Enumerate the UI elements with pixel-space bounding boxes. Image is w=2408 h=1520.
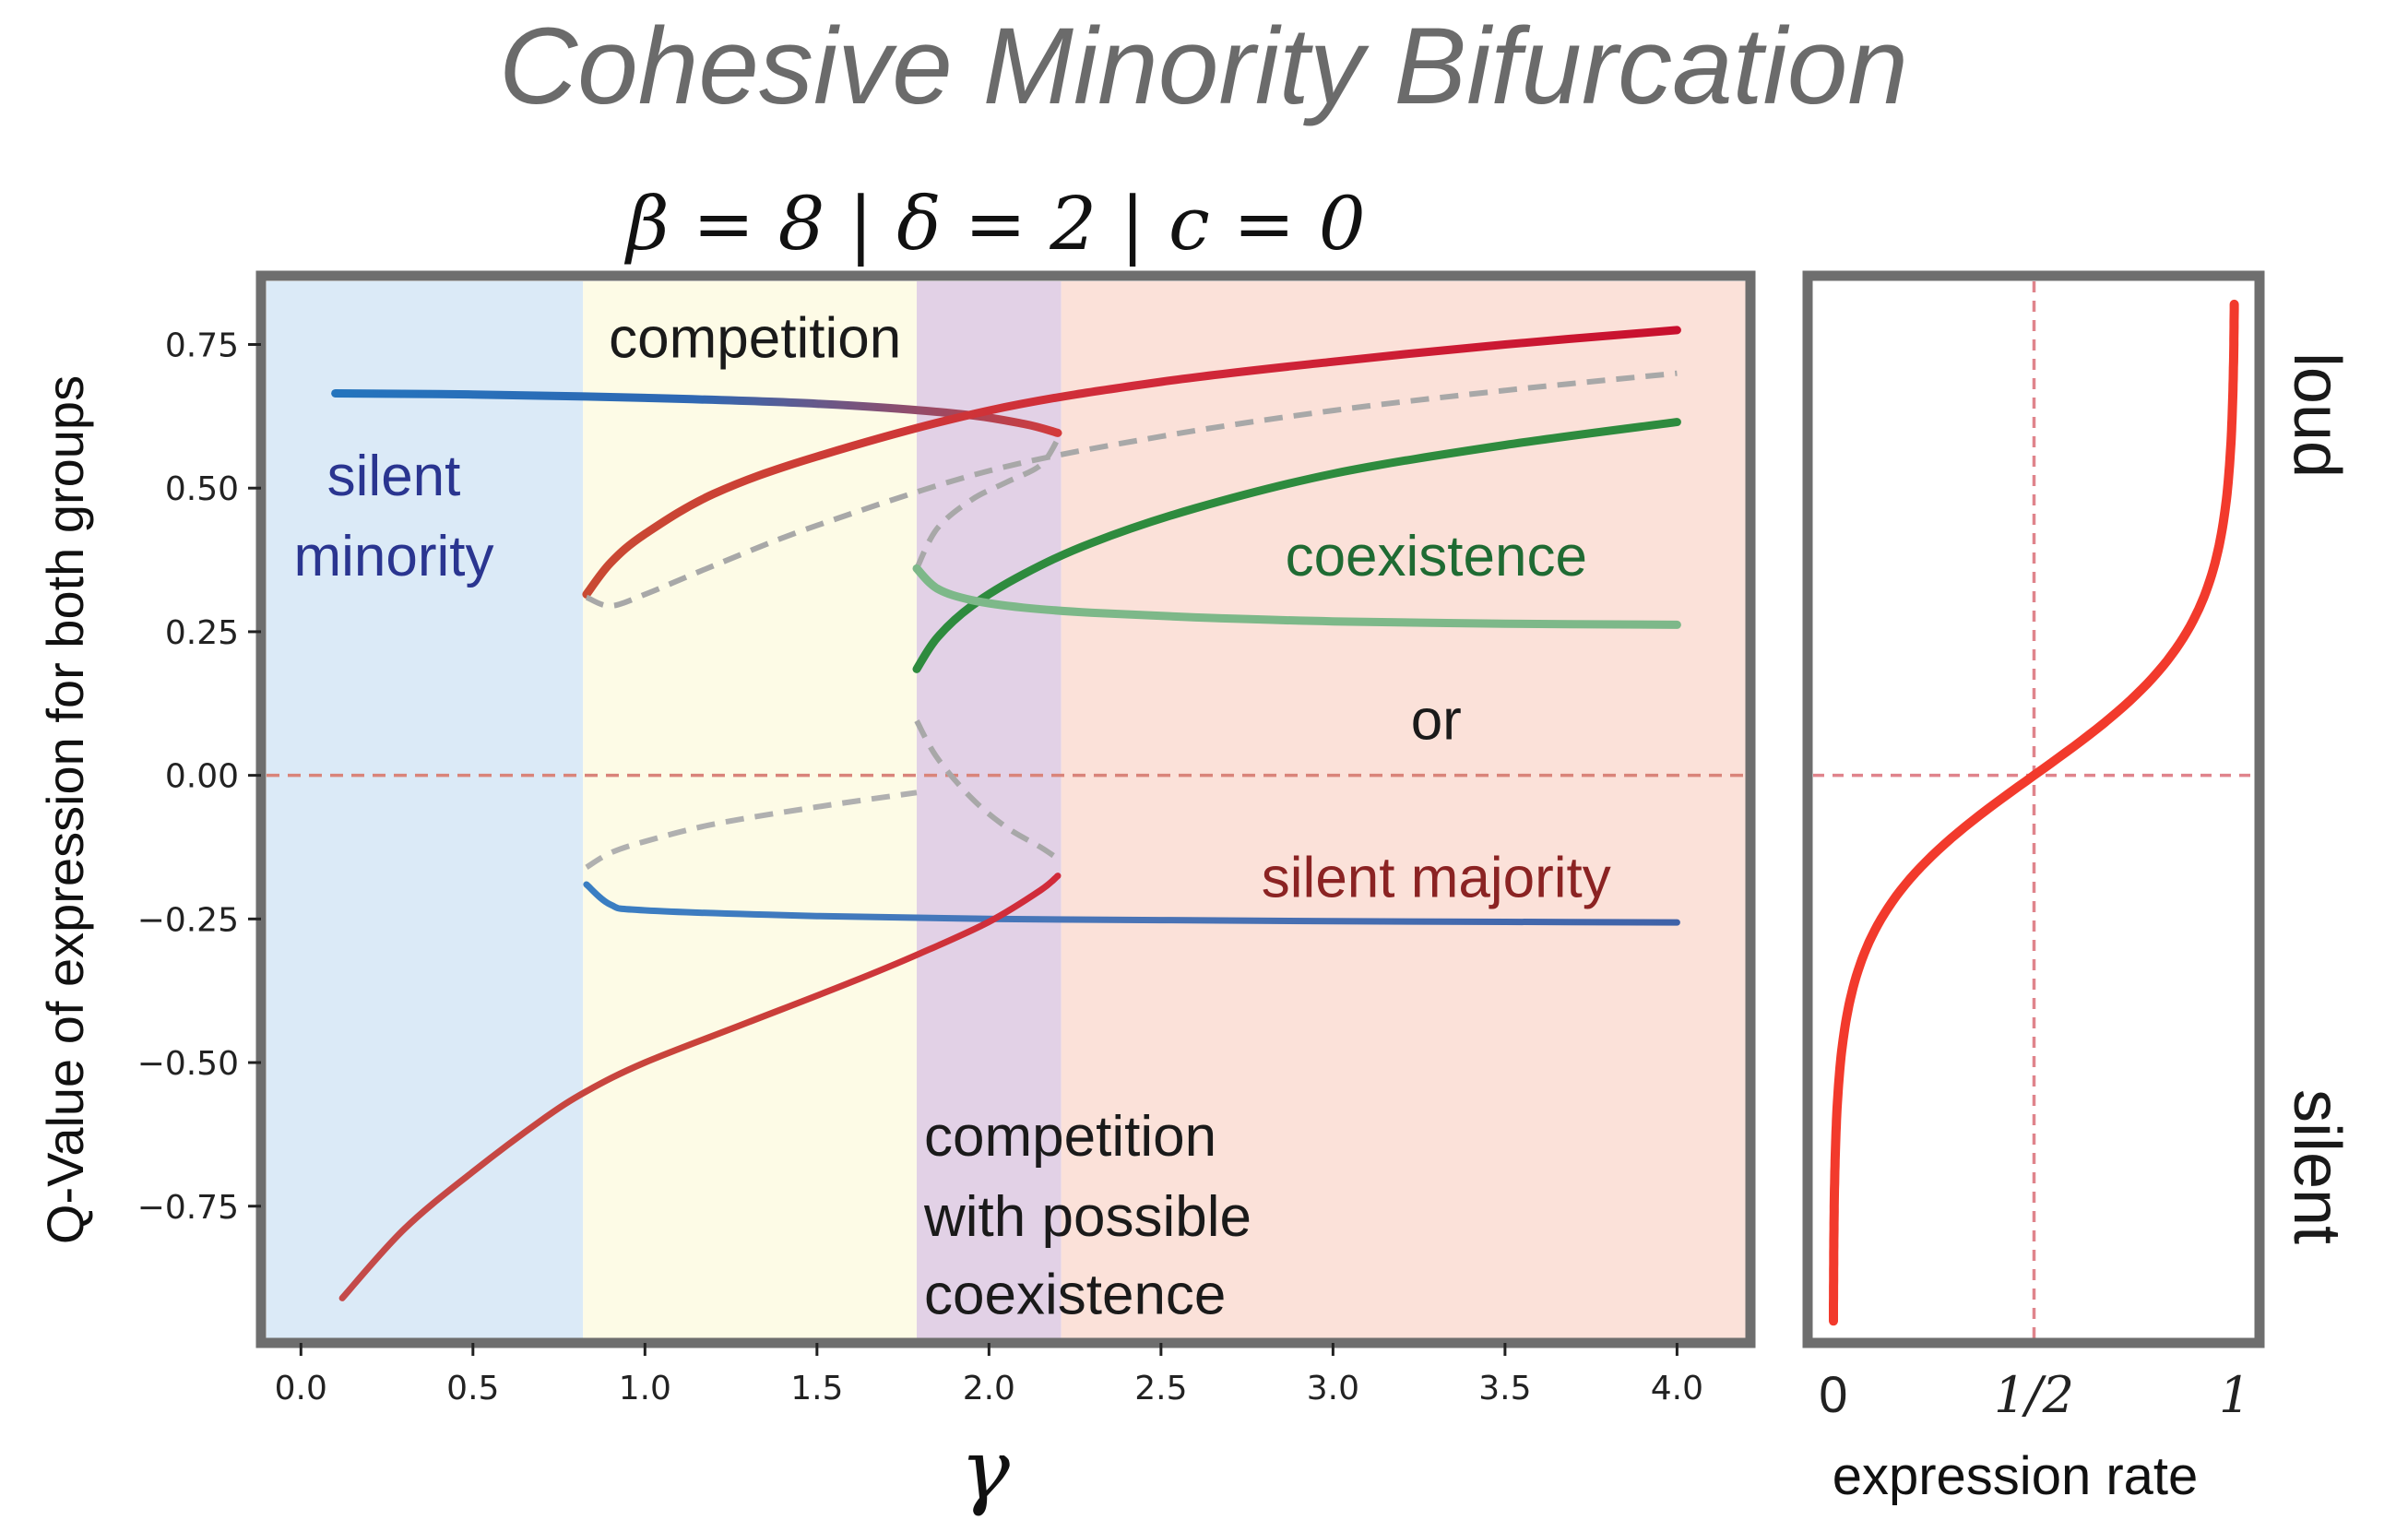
- annotation-0: silent: [327, 445, 461, 508]
- branch-curves: [331, 326, 1681, 1301]
- annotation-2: competition: [609, 306, 901, 370]
- regime-annotations: silent minority competition coexistence or si…: [294, 306, 1611, 1326]
- y-tick-label: 0.25: [165, 614, 239, 652]
- annotation-7: with possible: [923, 1185, 1251, 1249]
- y-tick-label: −0.50: [137, 1045, 239, 1083]
- y-tick-label: −0.75: [137, 1189, 239, 1227]
- series-minority-silent-branch: [583, 881, 1680, 926]
- annotation-3: coexistence: [1286, 525, 1587, 588]
- series-purple-unstable-top: [914, 437, 1061, 570]
- annotation-6: competition: [924, 1105, 1216, 1169]
- x-tick-label: 1.0: [619, 1370, 671, 1407]
- series-majority-upper-branch: [582, 326, 1681, 599]
- x-tick-label: 1.5: [790, 1370, 843, 1407]
- series-majority-lower-branch: [338, 873, 1062, 1301]
- y-tick-label: −0.25: [137, 901, 239, 939]
- y-tick-label: 0.75: [165, 327, 239, 365]
- side-x-tick-label: 1: [2219, 1366, 2250, 1424]
- x-tick-label: 0.5: [446, 1370, 499, 1407]
- silent-label: silent: [2280, 1089, 2354, 1244]
- series-minority-loud-branch: [331, 389, 1062, 437]
- x-tick-label: 4.0: [1651, 1370, 1703, 1407]
- series-lower-unstable: [585, 790, 918, 870]
- expression-rate-sigmoid: [1829, 299, 2239, 1326]
- main-plot-frame: [255, 270, 1756, 1348]
- loud-label: loud: [2280, 352, 2354, 478]
- series-coexistence-green-upper: [912, 418, 1681, 673]
- side-x-tick-label: 1/2: [1994, 1366, 2074, 1424]
- annotation-5: silent majority: [1262, 847, 1611, 910]
- y-axis-label: Q-Value of expression for both groups: [36, 375, 94, 1244]
- main-bifurcation-plot: silent minority competition coexistence or si…: [36, 270, 1756, 1519]
- annotation-4: or: [1411, 688, 1462, 752]
- y-tick-label: 0.00: [165, 758, 239, 796]
- x-tick-label: 0.0: [275, 1370, 327, 1407]
- side-x-axis-label: expression rate: [1833, 1446, 2199, 1506]
- region-silent-minority: [267, 281, 584, 1338]
- x-tick-label: 2.5: [1134, 1370, 1187, 1407]
- figure-title: Cohesive Minority Bifurcation: [499, 6, 1908, 127]
- side-plot-frame: [1802, 270, 2265, 1348]
- x-tick-label: 3.5: [1478, 1370, 1531, 1407]
- expression-rate-plot: 0 1/2 1 expression rate loud silent: [1802, 270, 2354, 1506]
- side-x-tick-label: 0: [1819, 1365, 1847, 1423]
- x-tick-label: 3.0: [1307, 1370, 1359, 1407]
- region-coexistence-or-silent-majority: [1061, 281, 1746, 1338]
- y-tick-label: 0.50: [165, 470, 239, 508]
- x-axis-label: γ: [960, 1422, 1010, 1519]
- x-tick-label: 2.0: [963, 1370, 1015, 1407]
- params-subtitle: β = 8 | δ = 2 | c = 0: [623, 181, 1365, 267]
- side-axis-ticks: 0 1/2 1: [1819, 1365, 2250, 1424]
- series-purple-unstable-middle: [914, 719, 1060, 861]
- series-upper-unstable: [585, 370, 1678, 609]
- main-axis-ticks: 0.0 0.5 1.0 1.5 2.0 2.5 3.0 3.5 4.0 0.75 0.50 0.25 0…: [137, 327, 1703, 1407]
- region-competition: [583, 281, 918, 1338]
- region-competition-with-possible-coexistence: [917, 281, 1062, 1338]
- series-coexistence-green-lower: [912, 564, 1681, 629]
- annotation-1: minority: [294, 525, 494, 588]
- annotation-8: coexistence: [924, 1263, 1226, 1326]
